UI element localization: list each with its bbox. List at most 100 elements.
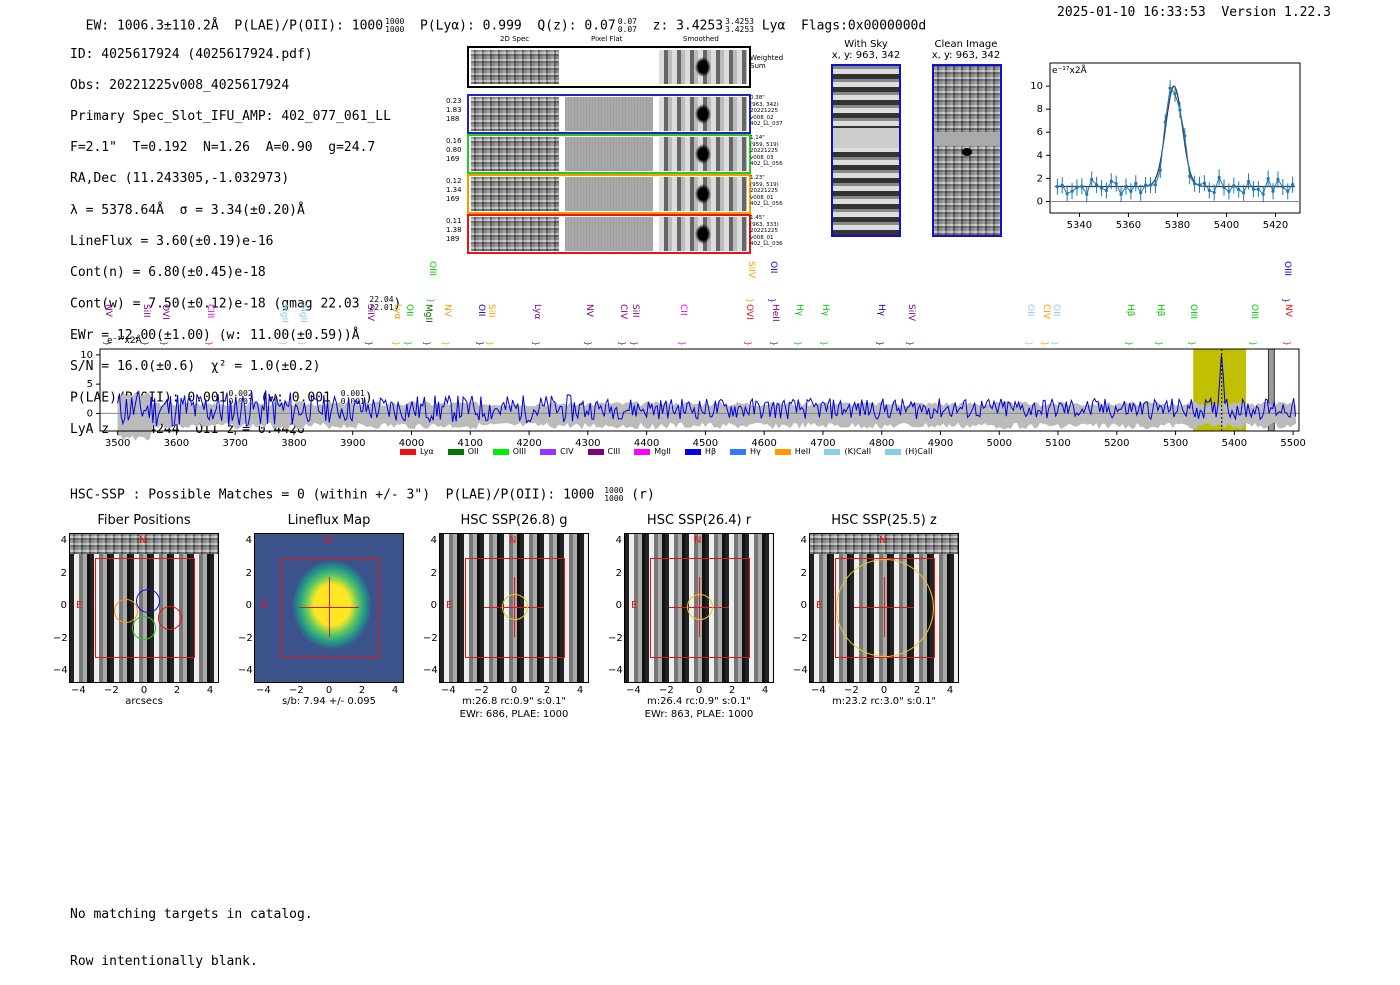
aperture-box <box>835 558 935 658</box>
panel-image <box>69 533 219 683</box>
zoom-ytick: 10 <box>1030 81 1043 92</box>
fiber-circle <box>136 589 160 613</box>
panel-east: E <box>631 600 638 611</box>
legend-item: HeII <box>774 447 810 456</box>
legend-swatch <box>774 448 791 455</box>
line-name: Lyα <box>761 18 786 34</box>
spectrum-xtick: 5200 <box>1104 438 1129 449</box>
legend-item: MgII <box>634 447 671 456</box>
info-id: ID: 4025617924 (4025617924.pdf) <box>70 46 313 62</box>
panel-xtick: 0 <box>510 685 518 696</box>
match-circle <box>687 594 713 620</box>
spectrum-xtick: 4400 <box>634 438 659 449</box>
panel-xtick: 4 <box>391 685 399 696</box>
footer-line-1: No matching targets in catalog. <box>70 907 313 923</box>
panel-noise <box>810 534 958 554</box>
legend-swatch <box>540 448 557 455</box>
info-contw: Cont(w) = 7.50(±0.12)e-18 (gmag 22.03 22… <box>70 295 402 313</box>
cutout-row <box>467 134 751 174</box>
panel-north: N <box>694 535 702 546</box>
spectral-line-label: OIII{ <box>1281 261 1292 304</box>
panel-caption: arcsecs <box>125 696 163 707</box>
weighted-sum-label: Weighted Sum <box>750 54 784 70</box>
panel-xtick: −4 <box>811 685 826 696</box>
panel-ytick: −4 <box>423 665 438 676</box>
panel-ytick: 4 <box>60 535 67 546</box>
cutout-row-right-label: 1.45" (963, 333) 20221225 v008_01 402_LL… <box>750 215 783 247</box>
panel-caption: m:23.2 rc:3.0" s:0.1" <box>831 696 937 707</box>
spectrum-unit: e⁻¹⁷x2Å <box>107 336 142 346</box>
spectrum-xtick: 4800 <box>869 438 894 449</box>
cutout-row-right-label: 1.23" (959, 519) 20221225 v008_01 402_LL… <box>750 175 783 207</box>
panel-title: HSC SSP(25.5) z <box>831 513 937 528</box>
spectrum-xtick: 5400 <box>1222 438 1247 449</box>
info-lambda: λ = 5378.64Å σ = 3.34(±0.20)Å <box>70 202 305 218</box>
aperture-box <box>465 558 565 658</box>
qz-value: Q(z): 0.07 <box>537 18 616 34</box>
cutout-row-left-label: 0.23 1.83 188 <box>446 97 462 123</box>
spectrum-ytick: 5 <box>87 379 93 390</box>
panel-xtick: 4 <box>946 685 954 696</box>
cutout-row-left-label: 0.12 1.34 169 <box>446 177 462 203</box>
panel-north: N <box>509 535 517 546</box>
panel-title: Fiber Positions <box>97 513 191 528</box>
panel-xtick: 2 <box>543 685 551 696</box>
cutout-row <box>467 214 751 254</box>
legend-swatch <box>400 448 416 455</box>
zoom-ytick: 2 <box>1037 173 1043 184</box>
spectrum-xtick: 4100 <box>458 438 483 449</box>
aperture-box <box>95 558 195 658</box>
panel-xtick: 2 <box>173 685 181 696</box>
panel-xtick: −2 <box>104 685 119 696</box>
panel-image <box>254 533 404 683</box>
spectrum-xtick: 4300 <box>575 438 600 449</box>
panel-ytick: 4 <box>245 535 252 546</box>
panel-ytick: −4 <box>238 665 253 676</box>
panel-image <box>439 533 589 683</box>
datetime: 2025-01-10 16:33:53 <box>1057 5 1206 20</box>
panel-ytick: 4 <box>800 535 807 546</box>
info-primary: Primary Spec_Slot_IFU_AMP: 402_077_061_L… <box>70 108 391 124</box>
zoom-ytick: 0 <box>1037 196 1043 207</box>
cutout-smoothed <box>659 137 747 171</box>
fiber-circle <box>132 616 156 640</box>
spectrum-xtick: 4000 <box>399 438 424 449</box>
spectrum-xtick: 3600 <box>164 438 189 449</box>
info-sn: S/N = 16.0(±0.6) χ² = 1.0(±0.2) <box>70 358 321 374</box>
col-pixelflat: Pixel Flat <box>591 35 623 43</box>
zoom-ytick: 8 <box>1037 104 1043 115</box>
legend-item: Hβ <box>684 447 716 456</box>
match-circle <box>836 559 934 657</box>
legend-swatch <box>634 448 651 455</box>
cutout-row <box>467 174 751 214</box>
spectrum-xtick: 3900 <box>340 438 365 449</box>
panel-ytick: −4 <box>608 665 623 676</box>
panel-title: HSC SSP(26.8) g <box>460 513 568 528</box>
cutout-flat <box>565 177 653 211</box>
zoom-xtick: 5380 <box>1165 220 1190 231</box>
aperture-box <box>280 558 380 658</box>
fiber-circle <box>114 599 138 623</box>
panel-ytick: 4 <box>615 535 622 546</box>
panel-xtick: −4 <box>626 685 641 696</box>
panel-ytick: −2 <box>793 632 808 644</box>
match-circle <box>502 594 528 620</box>
panel-xtick: −2 <box>659 685 674 696</box>
info-obs: Obs: 20221225v008_4025617924 <box>70 77 290 93</box>
legend-swatch <box>447 448 464 455</box>
panel-north: N <box>879 535 887 546</box>
info-radec: RA,Dec (11.243305,-1.032973) <box>70 171 290 187</box>
panel-ytick: 0 <box>430 600 437 611</box>
panel-ytick: 0 <box>800 600 807 611</box>
spectrum-xtick: 4600 <box>751 438 776 449</box>
panel-ytick: −4 <box>53 665 68 676</box>
panel-north: N <box>139 535 147 546</box>
info-contn: Cont(n) = 6.80(±0.45)e-18 <box>70 264 266 280</box>
spectrum-xtick: 4200 <box>516 438 541 449</box>
cutout-row <box>467 94 751 134</box>
spectrum-xtick: 5500 <box>1280 438 1305 449</box>
legend-swatch <box>885 448 902 455</box>
panel-image <box>624 533 774 683</box>
spectrum-xtick: 4900 <box>928 438 953 449</box>
panel-east: E <box>261 600 268 611</box>
